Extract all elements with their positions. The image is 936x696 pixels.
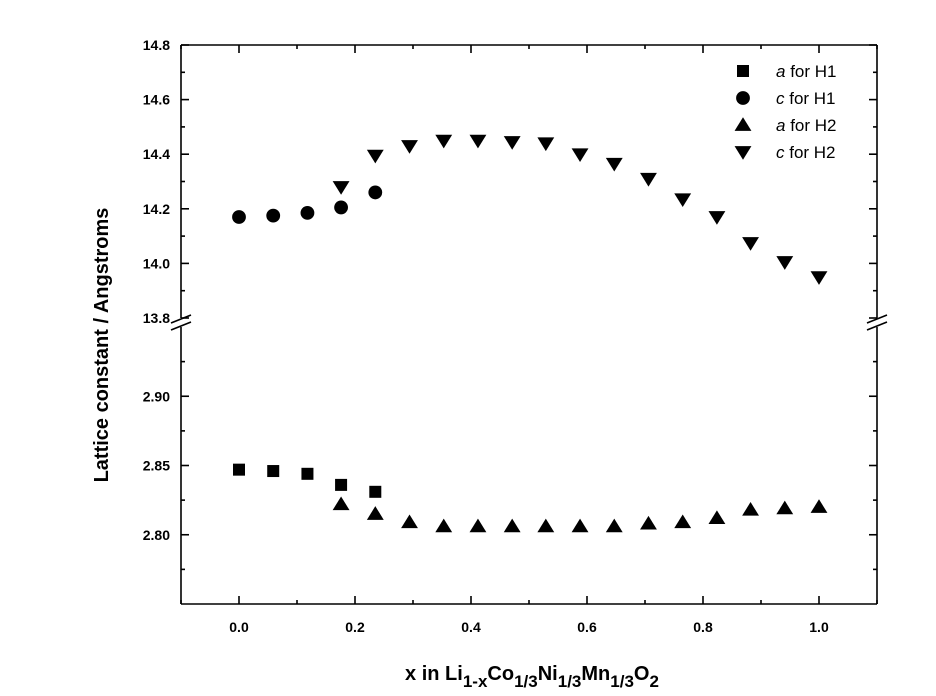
legend-marker-c-for-h1 bbox=[736, 91, 750, 105]
x-tick-label: 0.6 bbox=[577, 619, 597, 635]
point-c-for-h1 bbox=[232, 210, 246, 224]
legend: a for H1 c for H1 a for H2 c for H2 bbox=[734, 62, 837, 162]
point-c-for-h2 bbox=[366, 149, 384, 164]
point-c-for-h2 bbox=[674, 193, 692, 208]
point-c-for-h2 bbox=[332, 181, 350, 195]
point-c-for-h2 bbox=[537, 137, 555, 152]
y-tick-label-lower: 2.90 bbox=[143, 388, 170, 404]
x-axis-title: x in Li1-xCo1/3Ni1/3Mn1/3O2 bbox=[405, 663, 659, 691]
point-a-for-h1 bbox=[335, 478, 348, 491]
point-a-for-h2 bbox=[640, 515, 657, 530]
legend-marker-c-for-h2 bbox=[734, 146, 752, 160]
y-tick-label-upper: 14.6 bbox=[143, 92, 170, 108]
point-a-for-h2 bbox=[401, 514, 418, 529]
legend-label-c-for-h1: c for H1 bbox=[776, 89, 836, 108]
left-break-mark-upper bbox=[170, 314, 192, 324]
point-a-for-h2 bbox=[776, 500, 794, 515]
legend-marker-a-for-h2 bbox=[734, 117, 752, 131]
y-tick-label-lower: 2.80 bbox=[143, 527, 170, 543]
point-a-for-h2 bbox=[469, 518, 487, 533]
point-a-for-h1 bbox=[369, 485, 382, 498]
point-c-for-h1 bbox=[300, 205, 315, 220]
x-tick-label: 0.8 bbox=[693, 619, 713, 635]
data-marks bbox=[232, 134, 828, 533]
y-tick-label-upper: 14.0 bbox=[143, 255, 170, 271]
point-c-for-h2 bbox=[435, 134, 453, 149]
left-break-mark-lower bbox=[170, 321, 192, 331]
y-tick-label-upper: 13.8 bbox=[143, 310, 170, 326]
y-tick-label-upper: 14.2 bbox=[143, 201, 170, 217]
point-a-for-h2 bbox=[810, 499, 828, 513]
y-tick-label-lower: 2.85 bbox=[143, 458, 170, 474]
point-c-for-h2 bbox=[401, 140, 418, 154]
x-tick-label: 0.4 bbox=[461, 619, 481, 635]
point-a-for-h2 bbox=[537, 518, 555, 533]
point-a-for-h2 bbox=[571, 518, 589, 533]
point-c-for-h2 bbox=[742, 237, 759, 251]
point-a-for-h2 bbox=[503, 518, 521, 533]
point-a-for-h2 bbox=[605, 518, 623, 533]
x-tick-label: 1.0 bbox=[809, 619, 829, 635]
point-a-for-h2 bbox=[366, 506, 384, 520]
point-a-for-h2 bbox=[742, 502, 759, 516]
legend-label-a-for-h2: a for H2 bbox=[776, 116, 837, 135]
point-a-for-h2 bbox=[674, 514, 692, 529]
legend-marker-a-for-h1 bbox=[737, 65, 749, 77]
point-c-for-h2 bbox=[776, 256, 794, 270]
point-c-for-h2 bbox=[810, 271, 828, 285]
tick-labels: 0.0 0.2 0.4 0.6 0.8 1.0 13.8 14.0 14.2 14.4 14.6 14… bbox=[143, 37, 829, 635]
point-a-for-h1 bbox=[233, 463, 245, 476]
x-tick-label: 0.2 bbox=[345, 619, 365, 635]
point-c-for-h1 bbox=[266, 208, 281, 223]
y-axis-title: Lattice constant / Angstroms bbox=[91, 208, 113, 483]
point-c-for-h2 bbox=[503, 136, 521, 150]
legend-label-c-for-h2: c for H2 bbox=[776, 143, 836, 162]
axis-ticks bbox=[180, 44, 878, 604]
legend-label-a-for-h1: a for H1 bbox=[776, 62, 837, 81]
point-a-for-h2 bbox=[435, 518, 453, 533]
y-tick-label-upper: 14.4 bbox=[143, 146, 170, 162]
point-c-for-h2 bbox=[469, 134, 487, 149]
right-break-mark-lower bbox=[866, 321, 888, 331]
point-c-for-h2 bbox=[708, 211, 726, 225]
right-break-mark-upper bbox=[866, 314, 888, 324]
point-a-for-h1 bbox=[301, 467, 314, 480]
y-tick-label-upper: 14.8 bbox=[143, 37, 170, 53]
point-c-for-h1 bbox=[368, 185, 383, 200]
x-tick-label: 0.0 bbox=[229, 619, 249, 635]
point-c-for-h1 bbox=[334, 200, 348, 215]
point-a-for-h1 bbox=[267, 465, 280, 478]
point-a-for-h2 bbox=[332, 496, 350, 511]
point-a-for-h2 bbox=[708, 510, 726, 524]
point-c-for-h2 bbox=[640, 172, 657, 187]
point-c-for-h2 bbox=[571, 148, 589, 162]
point-c-for-h2 bbox=[605, 157, 623, 172]
